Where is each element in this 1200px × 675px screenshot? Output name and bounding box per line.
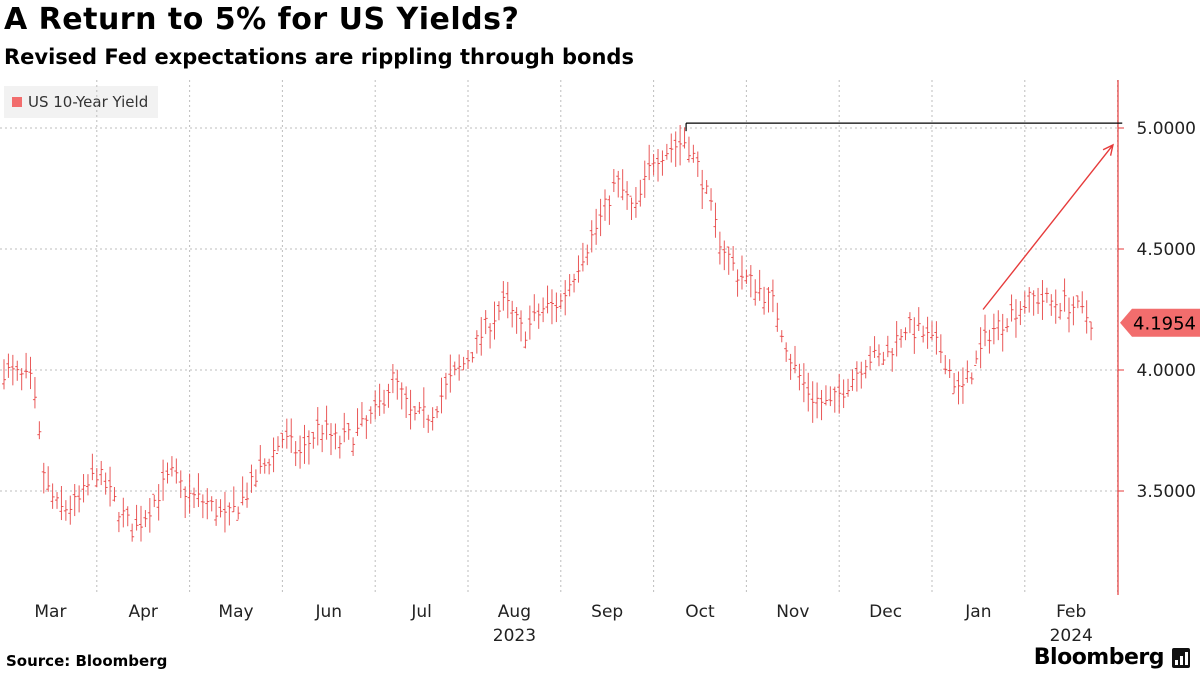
brand-wordmark: Bloomberg — [1033, 645, 1165, 670]
x-tick-label: May — [218, 602, 253, 622]
legend: US 10-Year Yield — [4, 86, 159, 118]
yield-series — [2, 124, 1094, 542]
x-tick-label: Oct — [685, 602, 715, 622]
x-tick-label: Jan — [964, 602, 991, 622]
chart-subtitle: Revised Fed expectations are rippling th… — [4, 45, 634, 69]
trend-arrow-line — [982, 144, 1114, 310]
x-tick-label: Jun — [315, 602, 343, 622]
last-value-badge — [1120, 308, 1200, 337]
x-tick-label: Feb — [1056, 602, 1086, 622]
y-tick-label: 4.0000 — [1137, 361, 1196, 381]
x-tick-label: Nov — [776, 602, 809, 622]
y-tick-label: 5.0000 — [1137, 119, 1196, 139]
x-year-label: 2023 — [493, 626, 536, 646]
legend-label: US 10-Year Yield — [28, 93, 149, 111]
brand-logo: Bloomberg — [1034, 645, 1190, 670]
x-tick-label: Aug — [498, 602, 531, 622]
x-tick-label: Mar — [34, 602, 66, 622]
x-tick-label: Dec — [869, 602, 902, 622]
bar-chart-icon — [1172, 647, 1190, 668]
trend-arrow-head — [1102, 143, 1114, 156]
y-tick-label: 3.5000 — [1137, 482, 1196, 502]
y-tick-label: 4.5000 — [1137, 240, 1196, 260]
last-value-label: 4.1954 — [1133, 314, 1196, 335]
x-tick-label: Jul — [410, 602, 432, 622]
x-tick-label: Apr — [128, 602, 157, 622]
x-year-label: 2024 — [1050, 626, 1093, 646]
source-note: Source: Bloomberg — [6, 652, 168, 670]
legend-swatch — [12, 97, 22, 107]
chart-title: A Return to 5% for US Yields? — [4, 2, 520, 37]
x-tick-label: Sep — [591, 602, 623, 622]
